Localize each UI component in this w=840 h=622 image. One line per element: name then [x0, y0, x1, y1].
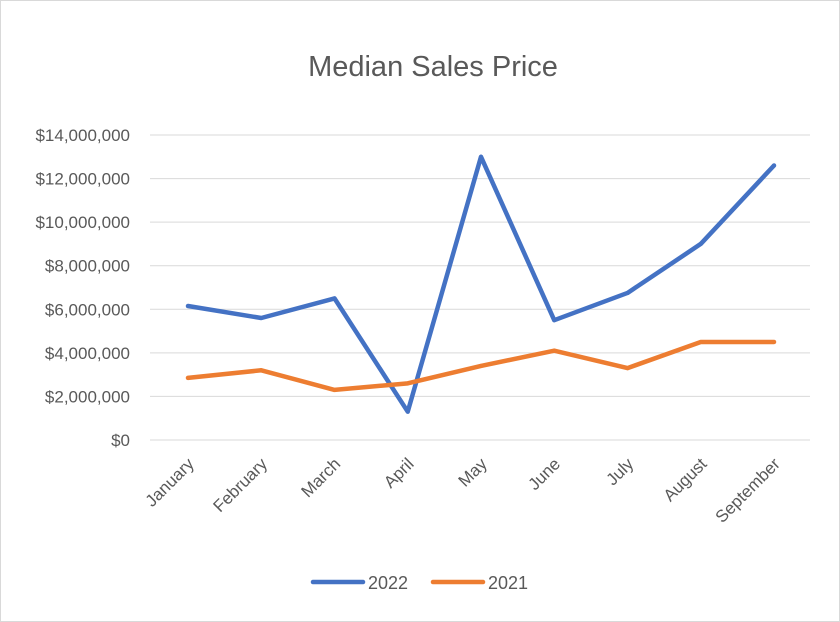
y-tick-label: $0: [111, 431, 130, 450]
data-point-2022: [332, 296, 337, 301]
data-point-2021: [405, 381, 410, 386]
data-point-2021: [186, 375, 190, 380]
data-point-2021: [625, 366, 630, 371]
data-point-2022: [479, 154, 483, 159]
data-point-2022: [698, 241, 703, 246]
chart-title: Median Sales Price: [308, 51, 558, 83]
data-point-2022: [186, 304, 190, 309]
data-point-2022: [625, 290, 630, 295]
legend-label-2021: 2021: [488, 573, 528, 593]
data-point-2022: [259, 316, 264, 320]
data-point-2021: [332, 387, 337, 392]
gridlines: [150, 134, 810, 441]
data-point-2022: [772, 163, 776, 168]
y-tick-label: $2,000,000: [45, 387, 130, 406]
data-point-2021: [259, 368, 264, 373]
legend: 2022 2021: [310, 573, 528, 593]
data-point-2022: [552, 318, 557, 323]
y-axis-tick-labels: $0 $2,000,000 $4,000,000 $6,000,000 $8,000,0…: [35, 126, 130, 450]
y-tick-label: $6,000,000: [45, 300, 130, 319]
legend-label-2022: 2022: [368, 573, 408, 593]
data-point-2021: [552, 348, 557, 353]
series-lines: [185, 154, 777, 414]
y-tick-label: $10,000,000: [35, 213, 130, 232]
data-point-2021: [698, 339, 703, 344]
data-point-2021: [479, 363, 483, 368]
y-tick-label: $4,000,000: [45, 344, 130, 363]
y-tick-label: $12,000,000: [35, 170, 130, 189]
y-tick-label: $14,000,000: [35, 126, 130, 145]
y-tick-label: $8,000,000: [45, 257, 130, 276]
data-point-2021: [772, 339, 776, 344]
data-point-2022: [405, 409, 410, 414]
